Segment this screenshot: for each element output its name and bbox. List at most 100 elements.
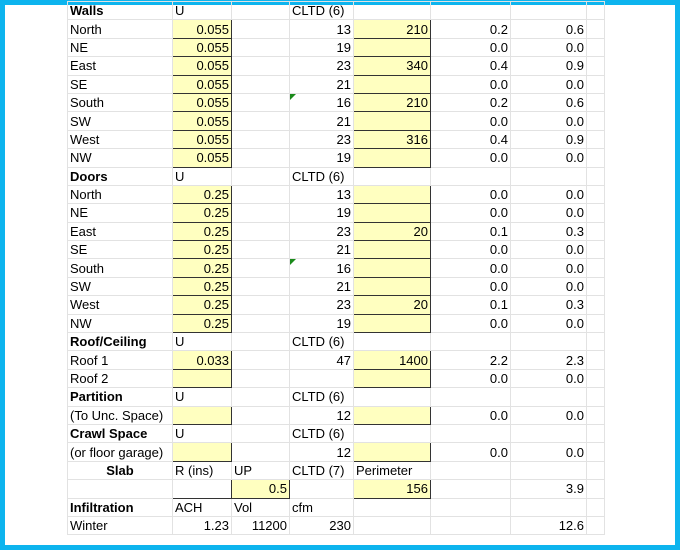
input-cell-e2[interactable]: 210 [353, 19, 431, 39]
input-cell-b23[interactable] [172, 405, 232, 425]
cell-h24[interactable] [586, 423, 605, 444]
cell-d17[interactable]: 23 [289, 295, 354, 315]
cell-b28[interactable]: ACH [172, 497, 232, 517]
input-cell-e14[interactable] [353, 240, 431, 260]
cell-a10[interactable]: Doors [67, 166, 173, 186]
cell-g3[interactable]: 0.0 [510, 37, 587, 58]
cell-d12[interactable]: 19 [289, 203, 354, 223]
cell-e24[interactable] [353, 423, 431, 444]
cell-f26[interactable] [430, 460, 511, 481]
cell-d2[interactable]: 13 [289, 19, 354, 39]
cell-e10[interactable] [353, 166, 431, 186]
cell-h1[interactable] [586, 0, 605, 21]
cell-c1[interactable] [231, 0, 290, 21]
input-cell-e3[interactable] [353, 37, 431, 58]
cell-h23[interactable] [586, 405, 605, 425]
cell-h8[interactable] [586, 129, 605, 150]
cell-d18[interactable]: 19 [289, 313, 354, 334]
cell-c10[interactable] [231, 166, 290, 186]
cell-g1[interactable] [510, 0, 587, 21]
cell-d29[interactable]: 230 [289, 515, 354, 536]
cell-a24[interactable]: Crawl Space [67, 423, 173, 444]
cell-g8[interactable]: 0.9 [510, 129, 587, 150]
cell-h17[interactable] [586, 295, 605, 315]
input-cell-b5[interactable]: 0.055 [172, 74, 232, 94]
cell-d10[interactable]: CLTD (6) [289, 166, 354, 186]
cell-b24[interactable]: U [172, 423, 232, 444]
cell-h2[interactable] [586, 19, 605, 39]
cell-g26[interactable] [510, 460, 587, 481]
cell-f5[interactable]: 0.0 [430, 74, 511, 94]
cell-a12[interactable]: NE [67, 203, 173, 223]
cell-d5[interactable]: 21 [289, 74, 354, 94]
cell-a8[interactable]: West [67, 129, 173, 150]
cell-h28[interactable] [586, 497, 605, 517]
cell-f12[interactable]: 0.0 [430, 203, 511, 223]
cell-g9[interactable]: 0.0 [510, 148, 587, 168]
cell-f20[interactable]: 2.2 [430, 350, 511, 370]
comment-indicator-icon[interactable] [290, 259, 296, 266]
cell-d7[interactable]: 21 [289, 111, 354, 131]
cell-a6[interactable]: South [67, 92, 173, 113]
cell-e22[interactable] [353, 387, 431, 407]
cell-d24[interactable]: CLTD (6) [289, 423, 354, 444]
cell-a16[interactable]: SW [67, 276, 173, 297]
cell-a7[interactable]: SW [67, 111, 173, 131]
cell-c4[interactable] [231, 56, 290, 76]
cell-f24[interactable] [430, 423, 511, 444]
cell-c19[interactable] [231, 332, 290, 352]
input-cell-e25[interactable] [353, 442, 431, 462]
cell-h12[interactable] [586, 203, 605, 223]
cell-c23[interactable] [231, 405, 290, 425]
cell-d27[interactable] [289, 479, 354, 499]
cell-a23[interactable]: (To Unc. Space) [67, 405, 173, 425]
cell-h18[interactable] [586, 313, 605, 334]
cell-c22[interactable] [231, 387, 290, 407]
cell-h5[interactable] [586, 74, 605, 94]
input-cell-e7[interactable] [353, 111, 431, 131]
cell-h26[interactable] [586, 460, 605, 481]
cell-h6[interactable] [586, 92, 605, 113]
cell-h21[interactable] [586, 368, 605, 389]
input-cell-e11[interactable] [353, 184, 431, 205]
input-cell-b9[interactable]: 0.055 [172, 148, 232, 168]
cell-d13[interactable]: 23 [289, 221, 354, 242]
cell-a17[interactable]: West [67, 295, 173, 315]
cell-d25[interactable]: 12 [289, 442, 354, 462]
cell-h16[interactable] [586, 276, 605, 297]
cell-d9[interactable]: 19 [289, 148, 354, 168]
cell-e28[interactable] [353, 497, 431, 517]
cell-a15[interactable]: South [67, 258, 173, 278]
cell-a21[interactable]: Roof 2 [67, 368, 173, 389]
cell-g27[interactable]: 3.9 [510, 479, 587, 499]
cell-d8[interactable]: 23 [289, 129, 354, 150]
cell-a1[interactable]: Walls [67, 0, 173, 21]
cell-h7[interactable] [586, 111, 605, 131]
cell-e1[interactable] [353, 0, 431, 21]
cell-d1[interactable]: CLTD (6) [289, 0, 354, 21]
input-cell-e6[interactable]: 210 [353, 92, 431, 113]
cell-h10[interactable] [586, 166, 605, 186]
cell-f10[interactable] [430, 166, 511, 186]
input-cell-b7[interactable]: 0.055 [172, 111, 232, 131]
input-cell-b25[interactable] [172, 442, 232, 462]
input-cell-e12[interactable] [353, 203, 431, 223]
input-cell-b6[interactable]: 0.055 [172, 92, 232, 113]
cell-a29[interactable]: Winter [67, 515, 173, 536]
cell-d20[interactable]: 47 [289, 350, 354, 370]
cell-g13[interactable]: 0.3 [510, 221, 587, 242]
cell-f27[interactable] [430, 479, 511, 499]
cell-d21[interactable] [289, 368, 354, 389]
cell-g23[interactable]: 0.0 [510, 405, 587, 425]
cell-b22[interactable]: U [172, 387, 232, 407]
cell-c12[interactable] [231, 203, 290, 223]
cell-g6[interactable]: 0.6 [510, 92, 587, 113]
cell-d28[interactable]: cfm [289, 497, 354, 517]
cell-g14[interactable]: 0.0 [510, 240, 587, 260]
cell-a26[interactable]: Slab [67, 460, 173, 481]
cell-h11[interactable] [586, 184, 605, 205]
cell-h14[interactable] [586, 240, 605, 260]
cell-b10[interactable]: U [172, 166, 232, 186]
cell-g17[interactable]: 0.3 [510, 295, 587, 315]
cell-a19[interactable]: Roof/Ceiling [67, 332, 173, 352]
